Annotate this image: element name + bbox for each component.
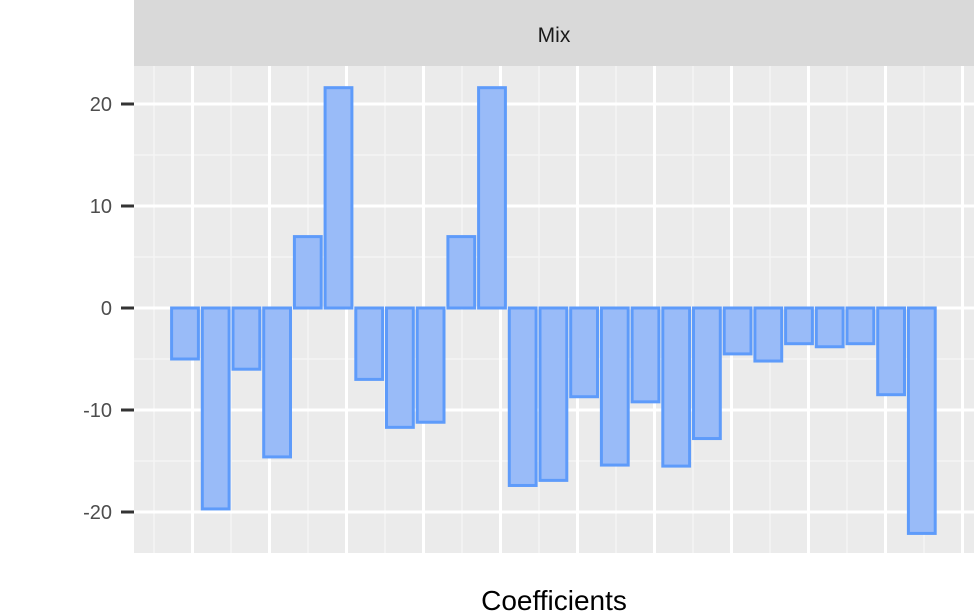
y-tick-label: 0	[101, 298, 112, 320]
bar	[446, 235, 477, 310]
bar	[200, 306, 231, 511]
bar	[231, 306, 262, 371]
bar	[906, 306, 937, 535]
bar	[784, 306, 814, 346]
bar	[569, 306, 600, 399]
bar	[692, 306, 722, 441]
y-tick-label: -20	[83, 502, 112, 524]
bar	[599, 306, 630, 467]
bar	[385, 306, 415, 429]
bar	[323, 86, 354, 310]
x-axis-title: Coefficients	[481, 585, 627, 614]
bar	[630, 306, 661, 404]
facet-label: Mix	[538, 24, 571, 47]
bar	[507, 306, 538, 487]
bar	[845, 306, 876, 346]
bar	[661, 306, 692, 468]
bar	[415, 306, 446, 424]
facet-strip	[134, 0, 974, 66]
bar	[292, 235, 323, 310]
bar	[753, 306, 784, 363]
bar	[876, 306, 907, 397]
bar	[538, 306, 569, 482]
y-tick-label: -10	[83, 400, 112, 422]
bar	[814, 306, 845, 349]
bar	[354, 306, 385, 381]
y-tick-label: 20	[90, 94, 112, 116]
bar	[477, 86, 507, 310]
bars	[170, 86, 937, 535]
y-tick-label: 10	[90, 196, 112, 218]
bar	[262, 306, 293, 459]
bar	[722, 306, 753, 356]
bar	[170, 306, 200, 361]
y-axis: -20 -10 0 10 20	[83, 94, 134, 524]
